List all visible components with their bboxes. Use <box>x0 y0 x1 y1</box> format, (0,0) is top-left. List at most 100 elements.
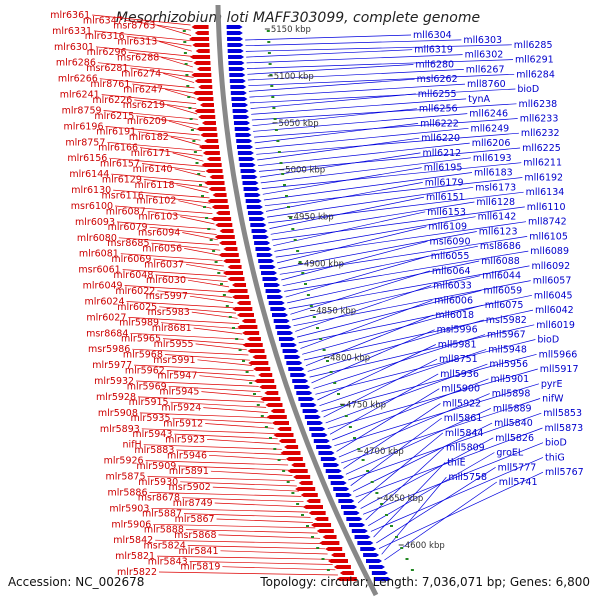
forward-gene-mark <box>237 145 254 149</box>
reverse-leader-line <box>95 46 193 57</box>
forward-leader-line <box>254 123 419 144</box>
reverse-gene-label: msr6116 <box>102 190 144 201</box>
reverse-gene-mark <box>339 571 354 575</box>
ruler-dot <box>326 360 329 362</box>
reverse-gene-label: msr6281 <box>86 63 128 74</box>
reverse-gene-mark <box>198 115 216 119</box>
reverse-gene-mark <box>199 145 220 149</box>
reverse-gene-label: mlr6215 <box>94 111 134 122</box>
ruler-dot <box>272 107 276 109</box>
forward-gene-mark <box>241 175 258 179</box>
reverse-gene-label: mlr5906 <box>111 519 151 530</box>
reverse-leader-line <box>132 348 249 356</box>
ruler-dot <box>283 184 286 186</box>
reverse-leader-line <box>157 25 192 36</box>
reverse-gene-mark <box>322 535 337 539</box>
reverse-gene-mark <box>190 55 211 59</box>
reverse-gene-mark <box>218 253 239 257</box>
forward-leader-line <box>311 329 435 384</box>
reverse-gene-label: mlr6241 <box>60 90 100 101</box>
forward-leader-line <box>302 304 483 355</box>
reverse-leader-line <box>176 184 209 193</box>
forward-gene-mark <box>272 313 289 317</box>
reverse-gene-mark <box>204 139 219 143</box>
forward-gene-mark <box>233 115 250 119</box>
reverse-gene-mark <box>192 91 213 95</box>
reverse-gene-label: mlr6247 <box>123 84 163 95</box>
reverse-leader-line <box>120 253 223 262</box>
forward-leader-line <box>334 383 540 447</box>
forward-leader-line <box>258 142 470 167</box>
forward-gene-label: mll5873 <box>545 423 584 434</box>
ruler-dot <box>287 206 290 208</box>
reverse-gene-mark <box>237 313 255 317</box>
ruler-dot <box>410 569 414 571</box>
forward-gene-label: mll6109 <box>428 222 467 233</box>
ruler-dot <box>291 228 295 230</box>
ruler-dot <box>322 349 326 351</box>
reverse-leader-line <box>220 550 328 555</box>
reverse-gene-mark <box>277 427 292 431</box>
ruler-dot <box>319 338 323 340</box>
reverse-leader-line <box>166 370 256 377</box>
forward-gene-mark <box>264 283 281 287</box>
forward-gene-label: bioD <box>545 438 567 449</box>
ruler-dot <box>266 30 270 32</box>
forward-gene-label: mll6267 <box>466 64 505 75</box>
forward-gene-label: mll6057 <box>533 276 572 287</box>
reverse-gene-mark <box>308 511 326 515</box>
reverse-leader-line <box>137 396 265 403</box>
reverse-gene-label: mlr5943 <box>132 429 172 440</box>
reverse-leader-line <box>182 497 304 503</box>
ruler-dot <box>285 195 288 197</box>
forward-strand-labels: mll6304 mll6303 mll6285 mll6319 mll6302 mll62… <box>413 30 584 488</box>
ruler-dot <box>329 371 333 373</box>
reverse-gene-label: mlr6129 <box>102 174 142 185</box>
forward-gene-mark <box>292 379 309 383</box>
tick-label: 5050 kbp <box>279 119 319 129</box>
reverse-gene-label: mlr5947 <box>157 371 197 382</box>
forward-gene-label: mll6044 <box>482 271 521 282</box>
ruler-dot <box>235 338 239 340</box>
ruler-dot <box>293 239 297 241</box>
forward-leader-line <box>332 378 489 441</box>
forward-leader-line <box>251 98 467 115</box>
forward-gene-label: mll6238 <box>519 99 558 110</box>
forward-gene-label: mll5967 <box>487 330 526 341</box>
forward-gene-mark <box>277 331 294 335</box>
reverse-gene-mark <box>191 73 212 77</box>
reverse-gene-label: mlr5887 <box>142 509 182 520</box>
forward-gene-mark <box>341 505 357 509</box>
reverse-gene-mark <box>327 559 348 563</box>
forward-leader-line <box>323 358 438 418</box>
reverse-gene-label: mlr5946 <box>167 450 207 461</box>
ruler-dot <box>190 129 194 131</box>
ruler-dot <box>390 525 393 527</box>
forward-gene-label: mll5981 <box>438 340 477 351</box>
reverse-gene-label: msr5986 <box>88 344 130 355</box>
forward-leader-line <box>245 34 412 41</box>
forward-gene-mark <box>231 103 248 107</box>
forward-gene-mark <box>278 337 295 341</box>
reverse-gene-label: msr6061 <box>78 265 120 276</box>
reverse-leader-line <box>111 173 207 183</box>
forward-gene-mark <box>338 499 355 503</box>
reverse-gene-mark <box>196 97 214 101</box>
reverse-gene-mark <box>207 199 228 203</box>
reverse-gene-mark <box>200 133 218 137</box>
reverse-gene-mark <box>232 295 250 299</box>
forward-leader-line <box>267 186 474 218</box>
forward-gene-label: mll5956 <box>489 359 528 370</box>
forward-leader-line <box>248 73 515 87</box>
reverse-gene-label: mlr6196 <box>64 121 104 132</box>
reverse-leader-line <box>126 35 192 47</box>
reverse-gene-mark <box>236 301 251 305</box>
forward-gene-label: mll6183 <box>474 168 513 179</box>
reverse-gene-mark <box>208 187 226 191</box>
forward-gene-mark <box>349 523 366 527</box>
forward-gene-mark <box>346 517 363 521</box>
ruler-dot <box>192 140 196 142</box>
forward-gene-mark <box>360 547 377 551</box>
forward-gene-label: bioD <box>517 84 539 95</box>
forward-gene-mark <box>343 511 360 515</box>
